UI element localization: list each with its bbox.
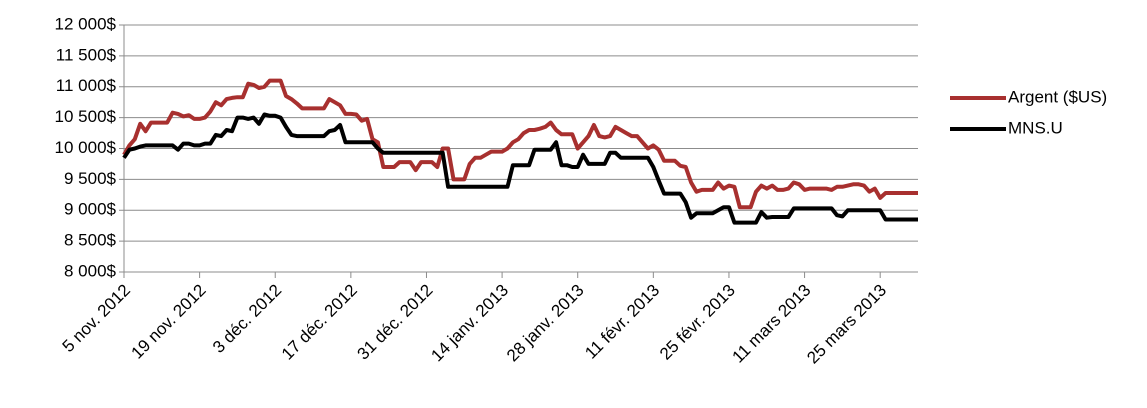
series-line	[122, 78, 918, 210]
x-tick-label: 25 mars 2013	[803, 281, 890, 368]
y-tick-label: 9 500$	[64, 169, 117, 188]
y-tick-label: 8 000$	[64, 261, 117, 280]
x-tick-label: 3 déc. 2012	[209, 281, 285, 357]
x-tick-label: 28 janv. 2013	[503, 281, 588, 366]
y-tick-label: 11 000$	[56, 76, 117, 95]
legend-label: Argent ($US)	[1008, 87, 1107, 106]
x-tick-label: 11 mars 2013	[729, 281, 815, 367]
x-tick-label: 25 févr. 2013	[656, 281, 739, 364]
x-tick-label: 14 janv. 2013	[427, 281, 512, 366]
series-line	[122, 112, 918, 225]
y-tick-label: 12 000$	[55, 14, 117, 33]
x-tick-label: 19 nov. 2012	[128, 281, 210, 363]
y-tick-label: 8 500$	[64, 231, 117, 250]
y-tick-label: 11 500$	[56, 45, 117, 64]
y-tick-label: 10 500$	[55, 107, 117, 126]
legend-label: MNS.U	[1008, 118, 1063, 137]
x-tick-label: 11 févr. 2013	[581, 281, 663, 363]
x-tick-label: 31 déc. 2012	[354, 281, 437, 364]
x-tick-label: 17 déc. 2012	[278, 281, 361, 364]
y-tick-label: 9 000$	[64, 200, 117, 219]
y-tick-label: 10 000$	[55, 138, 117, 157]
x-tick-label: 5 nov. 2012	[59, 281, 134, 356]
